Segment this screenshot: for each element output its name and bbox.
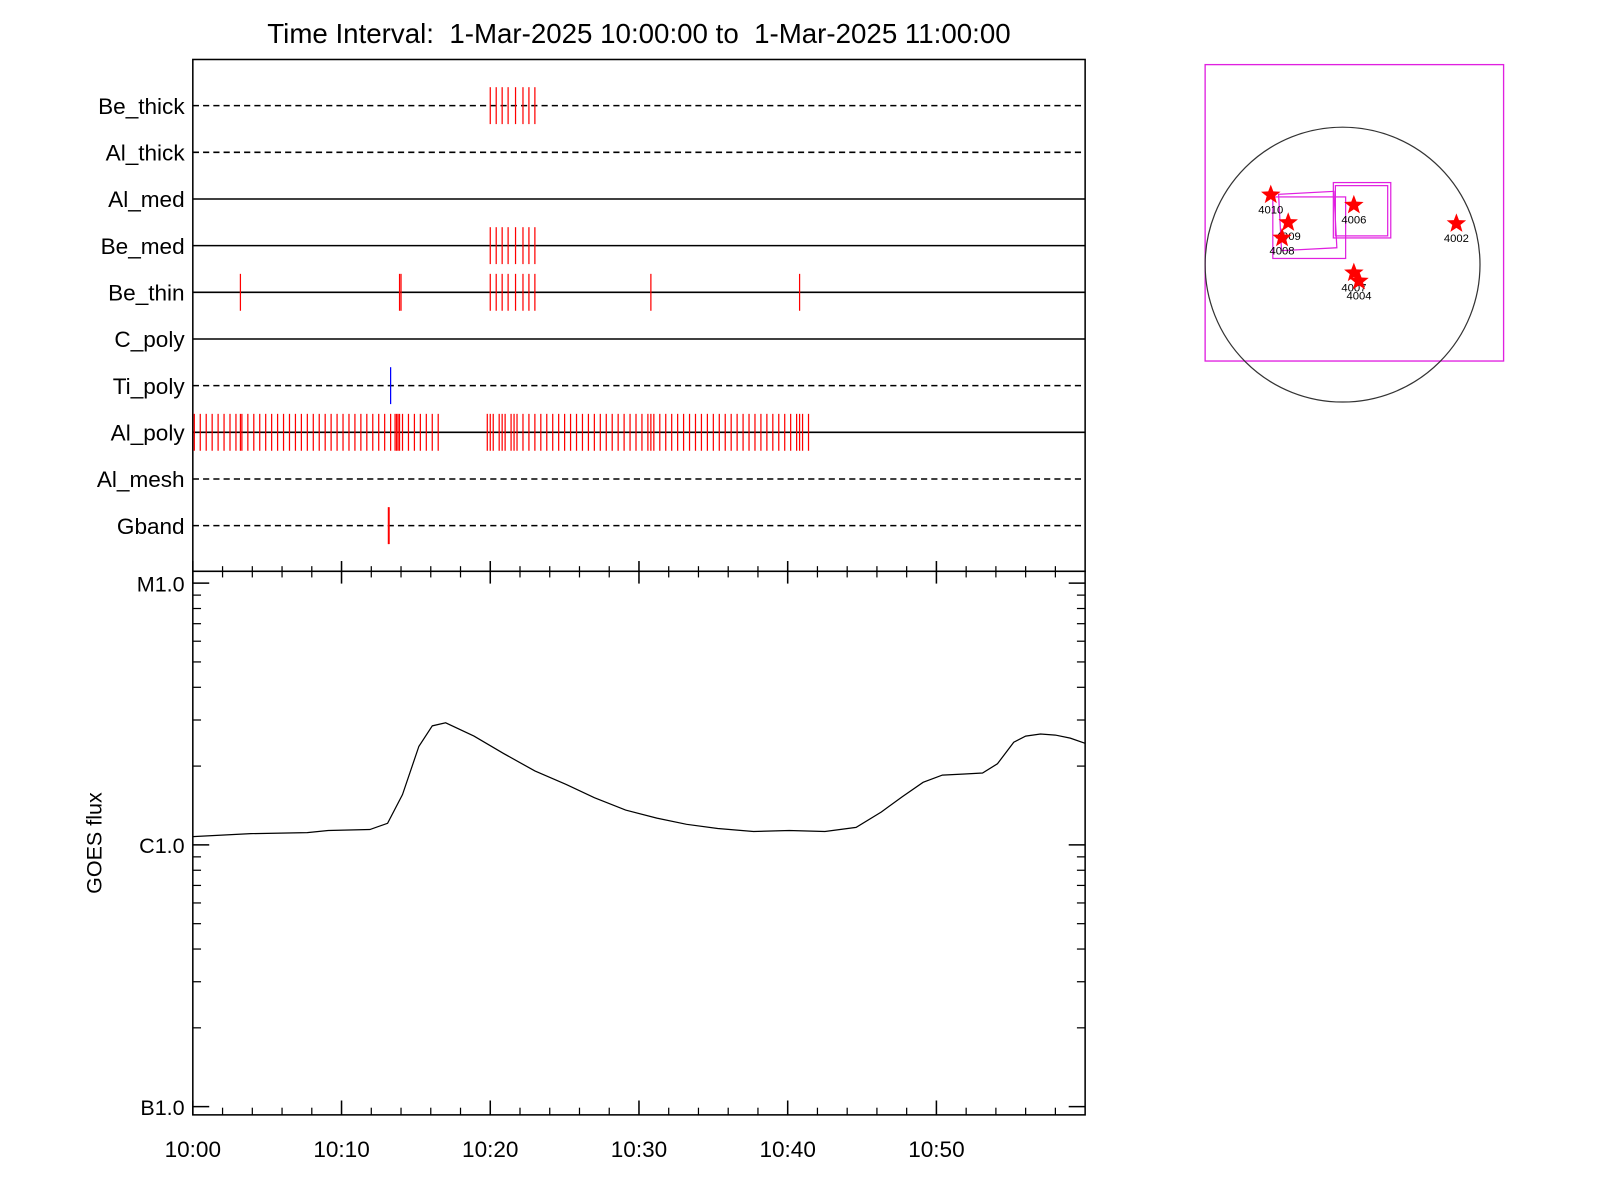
row-label: Be_thick bbox=[98, 94, 185, 119]
sun-map bbox=[1204, 63, 1505, 403]
x-tick-label: 10:40 bbox=[759, 1137, 815, 1162]
flare-star bbox=[1272, 227, 1292, 247]
map-frame bbox=[1204, 63, 1505, 362]
x-tick-label: 10:10 bbox=[313, 1137, 369, 1162]
x-tick-label: 10:50 bbox=[908, 1137, 964, 1162]
x-tick-label: 10:20 bbox=[462, 1137, 518, 1162]
row-label: Be_thin bbox=[108, 281, 184, 306]
timeline-frame bbox=[192, 58, 1086, 573]
fov-box bbox=[1334, 185, 1389, 237]
fov-box bbox=[1332, 181, 1392, 239]
solar-disk bbox=[1204, 126, 1481, 403]
flux-frame bbox=[192, 570, 1086, 1116]
flare-star bbox=[1344, 194, 1364, 214]
row-label: Al_thick bbox=[106, 141, 186, 166]
flare-label: 4006 bbox=[1341, 215, 1366, 227]
row-label: C_poly bbox=[114, 327, 185, 352]
flare-label: 4002 bbox=[1444, 233, 1469, 245]
y-axis-label: GOES flux bbox=[83, 792, 107, 894]
row-label: Al_poly bbox=[111, 421, 186, 446]
y-tick-label: C1.0 bbox=[139, 834, 184, 858]
row-label: Al_med bbox=[108, 187, 184, 212]
flare-star bbox=[1344, 262, 1364, 282]
row-label: Ti_poly bbox=[113, 374, 186, 399]
fov-box bbox=[1272, 196, 1347, 260]
x-tick-label: 10:00 bbox=[165, 1137, 221, 1162]
y-tick-label: B1.0 bbox=[140, 1096, 184, 1120]
x-tick-label: 10:30 bbox=[611, 1137, 667, 1162]
row-label: Be_med bbox=[101, 234, 185, 259]
chart-title: Time Interval: 1-Mar-2025 10:00:00 to 1-… bbox=[267, 18, 1010, 49]
flare-label: 4008 bbox=[1270, 245, 1295, 257]
flux-line bbox=[192, 722, 1086, 838]
flare-label: 4004 bbox=[1346, 290, 1371, 302]
row-label: Gband bbox=[117, 514, 185, 539]
y-tick-label: M1.0 bbox=[137, 572, 185, 596]
row-label: Al_mesh bbox=[97, 467, 185, 492]
flare-star bbox=[1278, 212, 1298, 231]
flare-star bbox=[1261, 184, 1281, 204]
flare-star bbox=[1349, 270, 1369, 290]
flare-star bbox=[1446, 213, 1467, 232]
flare-label: 4010 bbox=[1258, 204, 1283, 216]
